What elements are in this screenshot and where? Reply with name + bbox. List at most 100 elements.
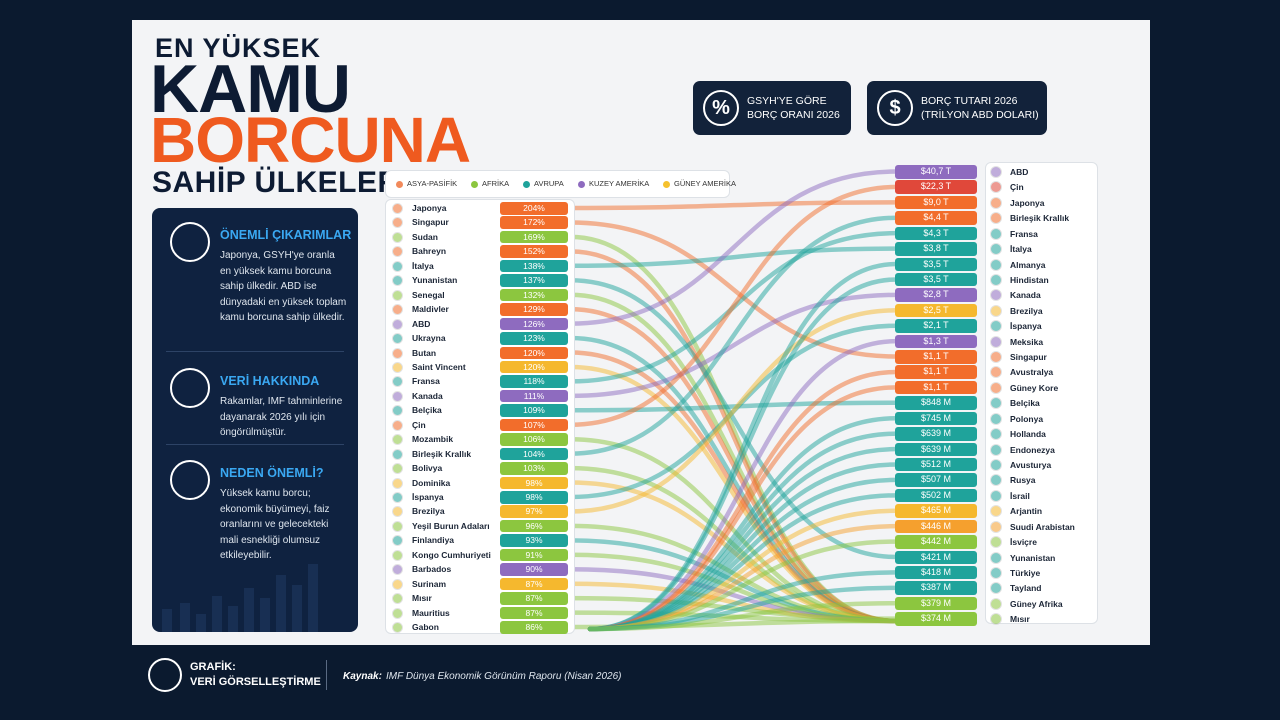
legend-dot xyxy=(396,181,403,188)
brand: VERİ GÖRSELLEŞTİRME xyxy=(190,676,321,688)
country-name: Güney Kore xyxy=(1010,382,1059,393)
ratio-pill: 96% xyxy=(500,519,568,533)
ratio-pill: 86% xyxy=(500,621,568,634)
country-name: Güney Afrika xyxy=(1010,598,1063,609)
flag xyxy=(392,434,403,446)
ratio-pill: 123% xyxy=(500,332,568,345)
debt-pill: $3,5 T xyxy=(895,257,977,272)
debt-pill: $1,3 T xyxy=(895,334,977,349)
ratio-pill: 172% xyxy=(500,216,568,229)
connection xyxy=(587,277,900,632)
country-name: Endonezya xyxy=(1010,444,1055,455)
decor-bar xyxy=(244,587,254,632)
ratio-pill: 98% xyxy=(500,491,568,504)
flag xyxy=(392,318,403,330)
flag xyxy=(392,506,403,518)
ratio-pill: 91% xyxy=(500,548,568,562)
flag xyxy=(392,289,403,301)
decor-bar xyxy=(308,564,318,632)
country-name: Hindistan xyxy=(1010,274,1049,285)
legend-label: AVRUPA xyxy=(534,179,564,188)
flag xyxy=(392,203,403,214)
country-name: Tayland xyxy=(1010,583,1042,594)
legend-label: GÜNEY AMERİKA xyxy=(674,179,736,188)
country-name: İspanya xyxy=(1010,321,1042,332)
ratio-pill: 152% xyxy=(500,245,568,258)
flag xyxy=(990,273,1002,286)
connection xyxy=(567,364,900,624)
country-name: Arjantin xyxy=(1010,506,1043,517)
country-name: İsrail xyxy=(1010,490,1030,501)
ratio-pill: 204% xyxy=(500,202,568,215)
country-name: Japonya xyxy=(412,203,447,213)
flag xyxy=(392,246,403,258)
title-line: KAMU xyxy=(150,51,351,127)
flag xyxy=(392,347,403,359)
flag xyxy=(990,536,1002,549)
flag xyxy=(990,181,1002,194)
country-name: Singapur xyxy=(1010,352,1047,363)
flag xyxy=(392,463,403,475)
country-name: Gabon xyxy=(412,622,439,633)
decor-bar xyxy=(276,574,286,632)
flag xyxy=(990,166,1002,178)
header-text: BORÇ TUTARI 2026 (TRİLYON ABD DOLARI) xyxy=(921,95,1039,121)
flag xyxy=(990,212,1002,225)
ratio-pill: 104% xyxy=(500,447,568,461)
decor-bar xyxy=(162,608,172,632)
decor-bar xyxy=(212,595,222,632)
flag xyxy=(990,335,1002,348)
decor-bar xyxy=(180,603,190,632)
country-name: Türkiye xyxy=(1010,567,1041,578)
flag xyxy=(392,477,403,489)
flag xyxy=(392,333,403,345)
debt-pill: $639 M xyxy=(895,442,977,457)
flag xyxy=(990,597,1002,610)
debt-pill: $848 M xyxy=(895,396,977,410)
ratio-pill: 109% xyxy=(500,404,568,417)
debt-pill: $22,3 T xyxy=(895,180,977,194)
flag xyxy=(990,381,1002,394)
country-name: Birleşik Krallık xyxy=(1010,213,1070,224)
country-name: Mauritius xyxy=(412,607,450,618)
flag xyxy=(392,217,403,229)
country-name: Çin xyxy=(412,419,426,430)
country-name: Bahreyn xyxy=(412,246,447,257)
connection xyxy=(567,184,900,427)
country-name: İsviçre xyxy=(1010,537,1037,548)
debt-pill: $465 M xyxy=(895,504,977,518)
flag xyxy=(990,397,1002,410)
flag xyxy=(392,405,403,417)
flag xyxy=(990,613,1002,626)
debt-pill: $3,8 T xyxy=(895,242,977,256)
ratio-pill: 169% xyxy=(500,230,568,244)
country-name: Fransa xyxy=(412,376,440,387)
country-name: Singapur xyxy=(412,217,449,228)
flag xyxy=(990,196,1002,209)
flag xyxy=(990,428,1002,441)
flag xyxy=(990,412,1002,425)
debt-pill: $4,3 T xyxy=(895,226,977,241)
country-name: Senegal xyxy=(412,289,445,300)
debt-pill: $502 M xyxy=(895,488,977,503)
flag xyxy=(990,443,1002,456)
ratio-pill: 118% xyxy=(500,375,568,388)
debt-pill: $3,5 T xyxy=(895,272,977,287)
debt-pill: $387 M xyxy=(895,581,977,595)
ratio-pill: 111% xyxy=(500,389,568,403)
connection xyxy=(567,278,900,560)
header-icon: $ xyxy=(877,90,913,126)
debt-pill: $4,4 T xyxy=(895,211,977,225)
ratio-pill: 97% xyxy=(500,505,568,518)
connection xyxy=(567,169,900,326)
connection xyxy=(567,200,900,211)
source-label: Kaynak: xyxy=(343,671,382,682)
flag xyxy=(392,275,403,287)
country-name: Brezilya xyxy=(412,506,445,517)
debt-pill: $40,7 T xyxy=(895,165,977,179)
country-name: ABD xyxy=(412,318,431,329)
sidebar-icon xyxy=(170,368,210,408)
country-name: Finlandiya xyxy=(412,535,455,546)
debt-pill: $745 M xyxy=(895,411,977,426)
country-name: Birleşik Krallık xyxy=(412,448,472,459)
